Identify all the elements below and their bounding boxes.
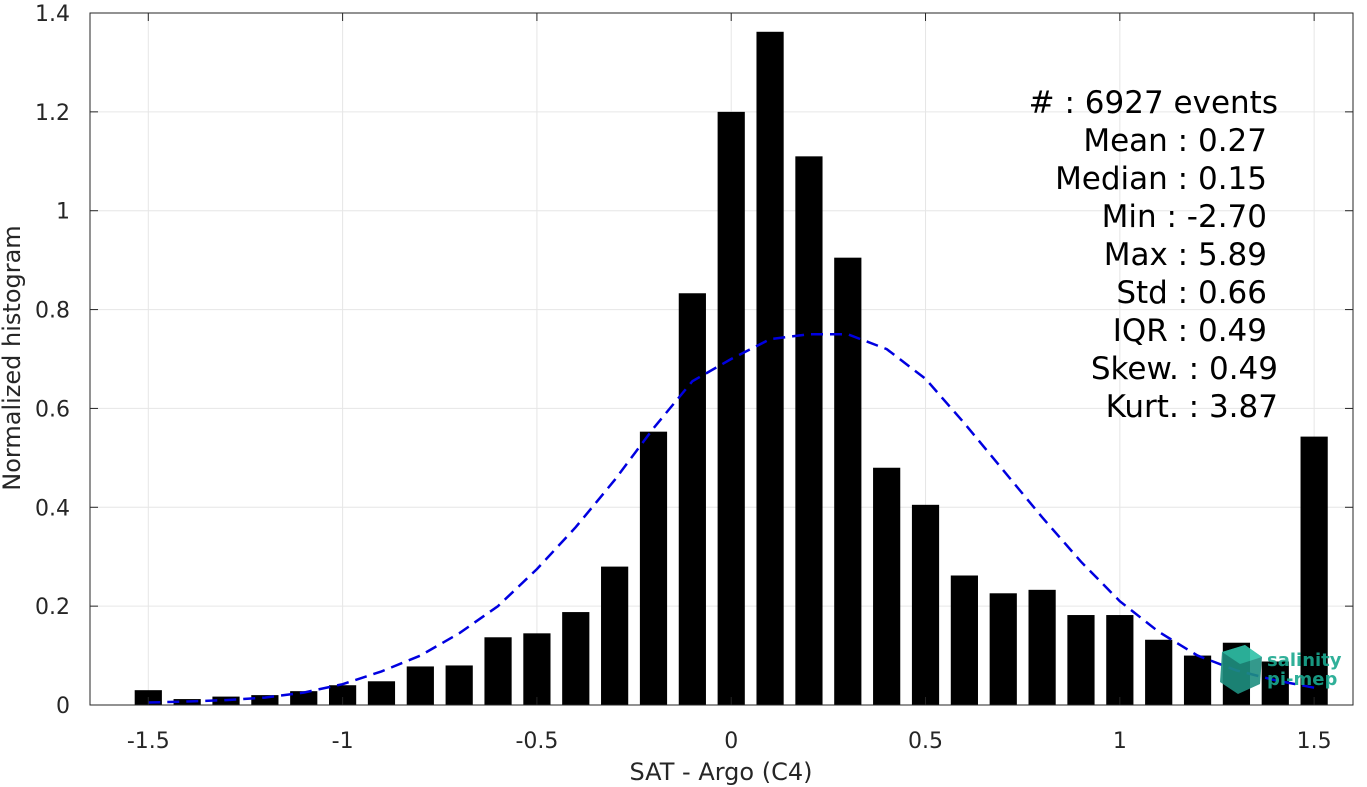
y-tick-label: 1.4 <box>35 2 70 27</box>
y-tick-label: 0.6 <box>35 397 70 422</box>
histogram-bar <box>639 431 668 705</box>
stat-std: Std : 0.66 <box>1116 275 1267 311</box>
y-tick-label: 0 <box>56 694 70 719</box>
histogram-bar <box>601 566 629 705</box>
histogram-bar <box>1028 589 1056 705</box>
histogram-bar <box>1067 615 1095 705</box>
x-tick-label: -0.5 <box>515 729 558 754</box>
y-axis-ticks: 0 0.2 0.4 0.6 0.8 1 1.2 1.4 <box>35 2 1353 719</box>
stat-skew: Skew. : 0.49 <box>1091 351 1278 387</box>
logo-text-line1: salinity <box>1267 650 1342 671</box>
x-tick-label: 1.5 <box>1297 729 1332 754</box>
histogram-bars <box>134 31 1328 706</box>
histogram-bar <box>717 111 745 706</box>
y-axis-label: Normalized histogram <box>0 225 26 490</box>
histogram-bar <box>1183 655 1212 705</box>
histogram-bar <box>484 637 512 705</box>
stat-min: Min : -2.70 <box>1102 199 1267 235</box>
stat-mean: Mean : 0.27 <box>1083 123 1267 159</box>
x-tick-label: 0.5 <box>908 729 943 754</box>
stat-count: # : 6927 events <box>1029 85 1278 121</box>
y-tick-label: 0.4 <box>35 496 70 521</box>
stat-iqr: IQR : 0.49 <box>1113 313 1267 349</box>
histogram-bar <box>367 681 396 705</box>
x-tick-label: -1 <box>332 729 354 754</box>
histogram-bar <box>328 685 357 705</box>
plot-frame <box>89 12 1354 706</box>
x-tick-label: -1.5 <box>127 729 170 754</box>
histogram-bar <box>795 156 823 706</box>
x-axis-label: SAT - Argo (C4) <box>630 758 813 786</box>
histogram-bar <box>290 691 318 705</box>
histogram-bar <box>445 665 473 705</box>
logo-cube-face-icon <box>1222 645 1262 664</box>
histogram-bar <box>911 504 940 705</box>
x-tick-label: 0 <box>724 729 738 754</box>
histogram-bar <box>406 666 434 705</box>
histogram-bar <box>1300 436 1328 705</box>
histogram-bar <box>989 593 1017 705</box>
y-tick-label: 1 <box>56 200 70 225</box>
x-axis-ticks: -1.5 -1 -0.5 0 0.5 1 1.5 <box>127 13 1332 754</box>
x-tick-label: 1 <box>1113 729 1127 754</box>
salinity-pimep-logo: salinity pi-mep <box>1220 645 1342 694</box>
y-tick-label: 0.8 <box>35 299 70 324</box>
logo-text-line2: pi-mep <box>1267 669 1337 690</box>
histogram-bar <box>523 633 551 705</box>
histogram-bar <box>834 257 862 705</box>
histogram-bar <box>950 575 978 705</box>
histogram-bar <box>756 31 784 706</box>
stats-annotation: # : 6927 events Mean : 0.27 Median : 0.1… <box>1029 85 1278 425</box>
stat-max: Max : 5.89 <box>1104 237 1267 273</box>
stat-kurt: Kurt. : 3.87 <box>1106 389 1278 425</box>
histogram-bar <box>678 293 706 705</box>
normal-fit-curve <box>148 333 1315 704</box>
histogram-bar <box>1145 639 1173 705</box>
histogram-bar <box>1106 615 1134 705</box>
histogram-bar <box>873 467 901 705</box>
y-tick-label: 0.2 <box>35 595 70 620</box>
histogram-bar <box>562 612 590 705</box>
histogram-bar <box>251 695 279 705</box>
stat-median: Median : 0.15 <box>1055 161 1267 197</box>
y-tick-label: 1.2 <box>35 101 70 126</box>
